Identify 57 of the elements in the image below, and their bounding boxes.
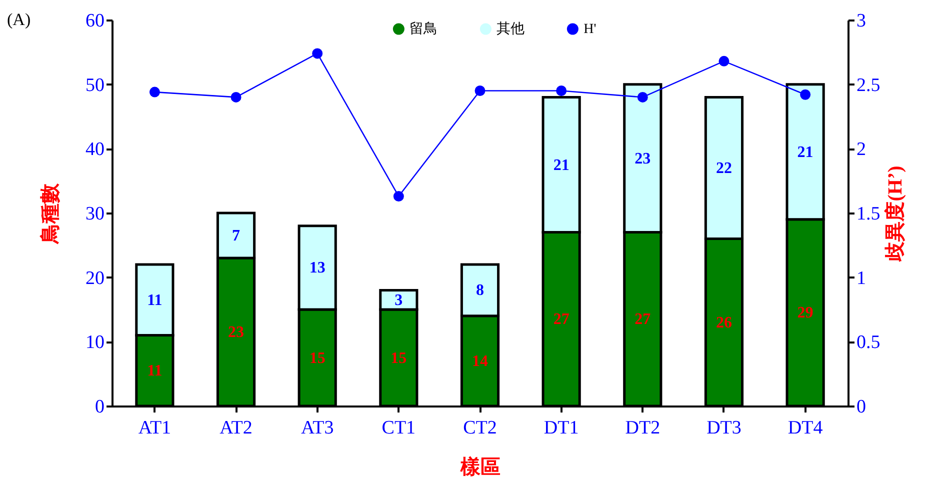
data-label: 22: [716, 160, 732, 177]
data-label: 3: [394, 292, 403, 309]
y-tick-label: 60: [86, 10, 104, 32]
data-label: 26: [716, 314, 732, 332]
data-label: 27: [634, 311, 651, 328]
x-tick-label: CT1: [382, 418, 416, 438]
data-label: 23: [228, 324, 244, 342]
y2-tick-label: 1.5: [856, 204, 880, 224]
y-tick-label: 10: [86, 332, 104, 354]
x-tick-label: AT2: [220, 418, 252, 438]
data-label: 13: [309, 260, 326, 277]
legend-label: H': [584, 22, 596, 37]
data-label: 7: [232, 228, 240, 245]
x-tick-label: AT1: [138, 418, 172, 438]
x-tick-label: DT3: [706, 418, 742, 438]
y2-tick-label: 0: [856, 396, 866, 418]
data-label: 8: [476, 282, 484, 300]
y-tick-label: 30: [86, 204, 104, 224]
y-tick-label: 20: [86, 268, 104, 289]
x-tick-label: AT3: [300, 418, 334, 438]
data-label: 14: [472, 352, 488, 370]
y2-axis-title: 歧異度(H’): [883, 166, 906, 262]
x-tick-label: DT2: [625, 418, 660, 438]
data-label: 27: [553, 311, 570, 328]
x-tick-label: DT1: [544, 418, 579, 438]
point: [230, 92, 242, 102]
data-label: 29: [797, 304, 814, 322]
point: [637, 92, 648, 102]
data-label: 15: [390, 350, 407, 367]
data-label: 21: [553, 156, 570, 174]
data-label: 23: [634, 150, 651, 168]
y2-tick-label: 2: [856, 139, 866, 160]
legend-label: 其他: [496, 21, 525, 37]
point: [474, 86, 486, 96]
x-tick-label: CT2: [463, 418, 497, 438]
point: [312, 48, 323, 59]
data-label: 15: [309, 350, 326, 367]
legend-label: 留鳥: [410, 21, 438, 37]
point: [718, 56, 730, 66]
point: [556, 86, 567, 96]
point: [393, 191, 404, 202]
data-label: 21: [797, 144, 814, 161]
data-label: 11: [147, 362, 162, 380]
y-tick-label: 40: [86, 139, 104, 160]
y2-tick-label: 2.5: [856, 74, 880, 96]
y-tick-label: 0: [95, 396, 104, 418]
y-tick-label: 50: [86, 74, 104, 96]
y-axis-title: 鳥種數: [40, 182, 62, 244]
y2-tick-label: 0.5: [856, 332, 880, 354]
x-tick-label: DT4: [788, 418, 824, 438]
x-axis-title: 樣區: [460, 456, 500, 478]
point: [149, 86, 160, 98]
y2-tick-label: 1: [856, 268, 866, 289]
y2-tick-label: 3: [856, 10, 866, 32]
data-label: 11: [147, 292, 162, 309]
text: (A): [7, 10, 31, 29]
point: [800, 89, 811, 100]
